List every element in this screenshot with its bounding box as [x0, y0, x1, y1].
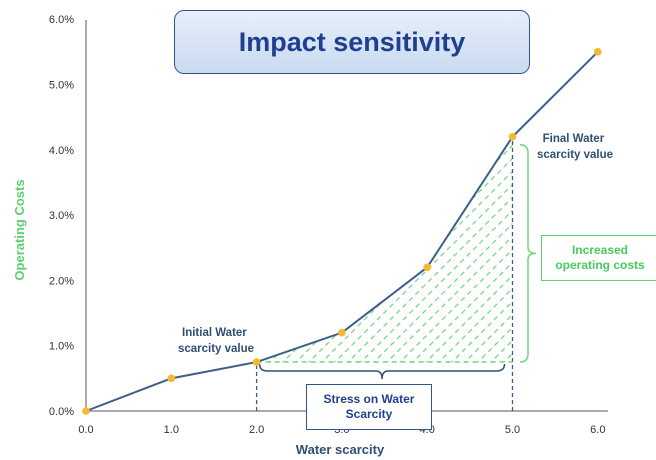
stress-brace: [258, 363, 506, 380]
y-tick-label: 3.0%: [49, 210, 74, 222]
hatch-line: [614, 0, 656, 460]
increase-brace: [519, 143, 537, 363]
data-point: [338, 328, 346, 337]
hatch-line: [262, 136, 513, 363]
hatch-line: [256, 136, 513, 363]
initial-water-label-line-2: scarcity value: [178, 343, 254, 355]
axes: [85, 20, 608, 412]
y-tick-label: 0.0%: [49, 406, 74, 418]
hatch-line: [601, 0, 656, 460]
data-point: [82, 407, 90, 415]
final-water-label: Final Water scarcity value: [537, 133, 613, 161]
final-water-label-line-1: Final Water: [543, 133, 605, 145]
hatch-line: [549, 0, 656, 460]
y-tick-label: 4.0%: [49, 145, 74, 157]
x-tick-label: 5.0: [505, 424, 520, 436]
hatch-line: [0, 0, 73, 460]
chart-title: Impact sensitivity: [174, 10, 530, 74]
stress-on-water-scarcity-label: Stress on Water Scarcity: [306, 384, 432, 430]
hatch-line: [575, 0, 656, 460]
data-point: [252, 358, 261, 366]
y-tick-label: 2.0%: [49, 275, 74, 287]
data-point: [423, 263, 432, 272]
hatch-line: [0, 0, 60, 460]
hatch-line: [0, 0, 190, 460]
y-tick-label: 5.0%: [49, 80, 74, 92]
hatch-line: [640, 0, 656, 460]
hatch-line: [275, 136, 513, 363]
x-axis-title: Water scarcity: [296, 442, 385, 457]
reference-lines: [255, 136, 514, 411]
braces: [258, 143, 537, 380]
data-point: [508, 132, 517, 141]
hatch-line: [256, 136, 513, 363]
initial-water-label-line-1: Initial Water: [182, 327, 247, 339]
x-tick-label: 0.0: [78, 424, 93, 436]
final-water-label-line-2: scarcity value: [537, 149, 613, 161]
data-point: [167, 374, 176, 383]
increased-operating-costs-label: Increased operating costs: [541, 235, 656, 281]
x-tick-label: 1.0: [164, 424, 179, 436]
ticks: 0.0 1.0 2.0 3.0 4.0 5.0 6.00.0%1.0%2.0%3.0%4.0…: [49, 14, 606, 436]
x-tick-label: 2.0: [249, 424, 264, 436]
hatch-line: [256, 136, 513, 363]
hatch-line: [562, 0, 656, 460]
hatch-line: [0, 0, 203, 460]
hatch-line: [509, 136, 513, 363]
series-line: [85, 51, 599, 412]
hatch-line: [536, 0, 656, 460]
y-tick-label: 1.0%: [49, 341, 74, 353]
y-axis-title: Operating Costs: [12, 179, 27, 280]
hatch-line: [523, 0, 656, 460]
initial-water-label: Initial Water scarcity value: [178, 327, 254, 355]
hatch-line: [588, 0, 656, 460]
x-tick-label: 6.0: [590, 424, 605, 436]
data-point: [594, 48, 602, 56]
y-tick-label: 6.0%: [49, 14, 74, 26]
series-group: [82, 48, 602, 415]
hatch-line: [627, 0, 656, 460]
